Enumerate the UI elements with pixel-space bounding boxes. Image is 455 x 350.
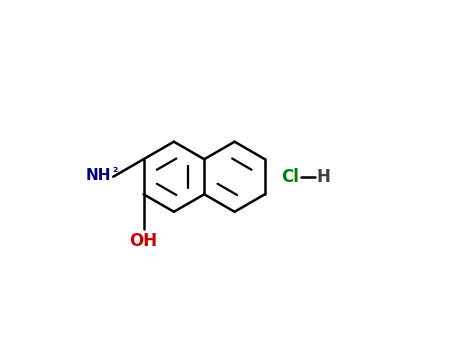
Text: H: H: [317, 168, 331, 186]
Text: OH: OH: [130, 232, 157, 250]
Text: NH: NH: [86, 168, 111, 183]
Text: ₂: ₂: [112, 162, 118, 175]
Text: Cl: Cl: [281, 168, 299, 186]
